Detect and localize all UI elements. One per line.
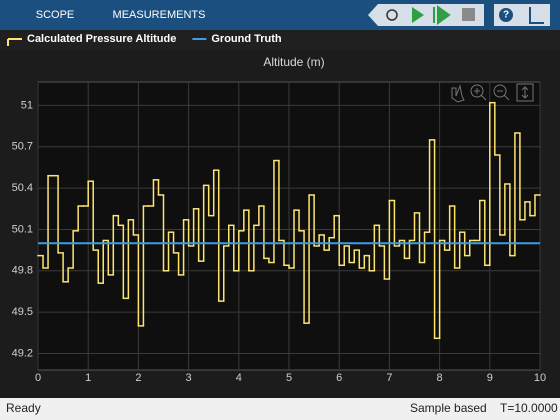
legend-bar bbox=[0, 30, 560, 50]
undock-button[interactable] bbox=[529, 7, 544, 24]
y-tick-label: 50.1 bbox=[12, 223, 33, 235]
tab[interactable]: MEASUREMENTS bbox=[113, 9, 206, 21]
x-tick-label: 5 bbox=[286, 372, 292, 384]
chart-title: Altitude (m) bbox=[263, 55, 324, 69]
autoscale[interactable] bbox=[516, 83, 534, 102]
zoom-out-icon bbox=[497, 90, 510, 101]
x-tick-label: 9 bbox=[487, 372, 493, 384]
tab[interactable]: SCOPE bbox=[36, 9, 75, 21]
legend-label: Calculated Pressure Altitude bbox=[27, 33, 176, 45]
x-tick-label: 6 bbox=[336, 372, 342, 384]
toolbar-icons: ? bbox=[368, 4, 550, 26]
y-tick-label: 49.5 bbox=[12, 306, 33, 318]
x-tick-label: 8 bbox=[437, 372, 443, 384]
status-time: T=10.0000 bbox=[500, 401, 558, 415]
pan-tool[interactable] bbox=[451, 84, 465, 103]
x-tick-label: 7 bbox=[386, 372, 392, 384]
x-tick-label: 2 bbox=[135, 372, 141, 384]
x-tick-label: 3 bbox=[186, 372, 192, 384]
zoom-in-icon bbox=[474, 88, 487, 101]
step-forward[interactable] bbox=[433, 5, 451, 25]
zoom-in[interactable] bbox=[470, 84, 484, 98]
status-mode: Sample based bbox=[410, 401, 487, 415]
help-button[interactable] bbox=[499, 8, 513, 22]
y-tick-label: 50.4 bbox=[12, 182, 33, 194]
step-back-icon bbox=[386, 9, 398, 21]
x-tick-label: 1 bbox=[85, 372, 91, 384]
autoscale-icon bbox=[521, 86, 529, 99]
x-tick-label: 10 bbox=[534, 372, 546, 384]
y-tick-label: 50.7 bbox=[12, 141, 33, 153]
x-tick-label: 4 bbox=[236, 372, 242, 384]
status-text: Ready bbox=[6, 401, 41, 415]
y-tick-label: 49.2 bbox=[12, 347, 33, 359]
icon-strip bbox=[368, 4, 484, 26]
y-tick-label: 49.8 bbox=[12, 265, 33, 277]
y-tick-label: 51 bbox=[21, 99, 33, 111]
help-icon: ? bbox=[503, 10, 509, 21]
x-tick-label: 0 bbox=[35, 372, 41, 384]
axes-toolbar bbox=[451, 83, 534, 103]
run-button[interactable] bbox=[412, 7, 424, 23]
status-bar bbox=[0, 398, 560, 420]
stop-button[interactable] bbox=[462, 8, 475, 21]
zoom-out[interactable] bbox=[493, 84, 507, 98]
legend-label: Ground Truth bbox=[211, 33, 282, 45]
